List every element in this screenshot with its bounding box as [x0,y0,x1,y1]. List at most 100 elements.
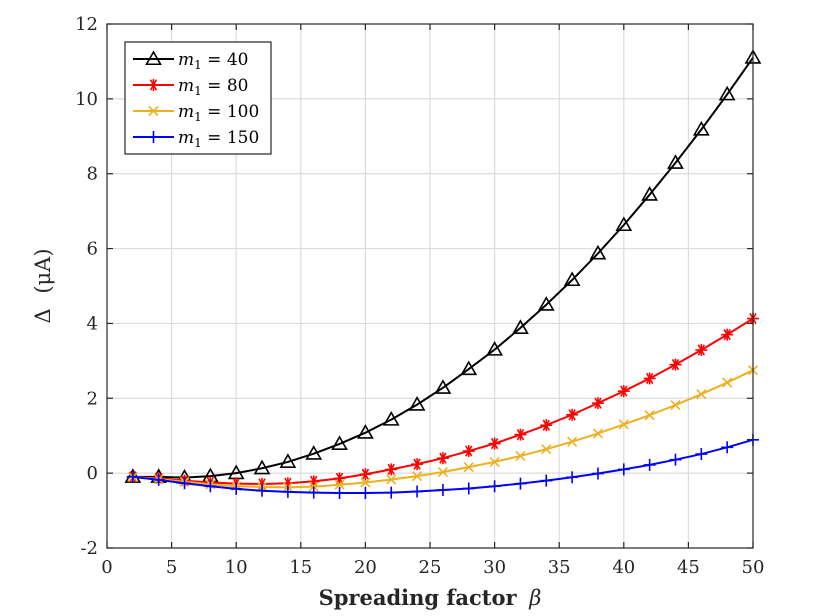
data-point [695,448,708,461]
data-point [615,216,633,232]
data-point [591,397,604,410]
legend-marker [145,50,162,66]
data-point [434,379,452,394]
legend-sub: 1 [194,84,202,98]
data-point [462,482,475,495]
data-point [359,486,372,499]
legend-var: m [178,102,194,122]
data-point [204,480,217,493]
legend-label: m1 = 150 [178,128,259,150]
data-point [256,484,269,497]
data-point [617,385,630,398]
data-point [644,410,655,421]
y-tick-label: 10 [75,89,98,110]
x-axis-title: Spreading factor β [319,585,542,610]
legend-value: = 100 [202,102,260,122]
x-tick-label: 45 [677,557,700,578]
y-axis-title: Δ (μA) [31,248,55,323]
y-axis-title-symbol: Δ [31,308,55,323]
data-point [279,453,297,468]
data-point [385,463,398,476]
x-axis-title-symbol: β [528,586,541,610]
legend-marker [147,131,160,143]
data-point [669,358,682,371]
data-point [641,186,659,201]
x-tick-label: 30 [483,557,506,578]
data-point [514,477,527,490]
data-point [126,470,139,483]
data-point [463,462,474,473]
legend-sub: 1 [194,110,202,124]
data-point [670,399,681,411]
series-2 [126,312,759,490]
data-point [382,411,400,426]
legend-value: = 80 [202,76,249,96]
data-point [385,486,398,499]
data-point [667,154,684,169]
legend-label: m1 = 80 [178,76,248,98]
y-tick-label: 0 [87,463,98,484]
legend-sub: 1 [194,58,202,72]
data-point [437,466,448,478]
legend-entry: m1 = 80 [133,76,248,98]
data-point [567,436,578,447]
legend-label: m1 = 40 [178,50,248,72]
y-tick-label: 12 [75,14,98,35]
data-point [541,444,552,455]
legend-value: = 150 [202,128,260,148]
x-tick-label: 5 [166,557,177,578]
data-point [589,244,607,260]
data-point [721,328,734,341]
data-point [696,389,707,400]
data-point [540,419,553,432]
x-tick-label: 35 [548,557,571,578]
data-point [411,485,424,498]
data-point [386,474,397,485]
data-point [331,435,348,450]
data-point [411,458,424,471]
y-tick-label: 6 [87,239,98,260]
x-tick-label: 15 [289,557,312,578]
data-point [412,471,423,482]
data-point [360,477,371,488]
legend-value: = 40 [202,50,249,70]
data-point [281,485,294,498]
data-point [307,486,320,499]
data-point [515,450,526,461]
data-point [486,341,503,356]
data-point [643,458,656,471]
grid [107,24,753,548]
data-point [253,459,271,475]
data-point [333,486,346,499]
x-tick-label: 25 [419,557,442,578]
data-point [488,480,501,493]
data-point [359,468,372,481]
y-tick-label: -2 [80,538,98,559]
legend-var: m [178,128,194,148]
y-tick-label: 4 [87,313,98,334]
data-point [721,441,734,454]
data-point [563,271,581,287]
legend-marker [147,79,160,91]
data-point [230,482,243,495]
data-point [305,445,323,460]
data-point [591,467,604,480]
x-tick-label: 10 [225,557,248,578]
data-point [436,452,449,465]
data-point [695,344,708,357]
data-point [618,419,629,430]
series-group [124,49,762,499]
series-line [132,57,754,479]
data-point [643,372,656,385]
data-point [334,479,345,490]
legend-var: m [178,50,194,70]
x-tick-label: 20 [354,557,377,578]
legend-marker [148,105,159,117]
legend-entry: m1 = 150 [133,128,259,150]
legend-label: m1 = 100 [178,102,259,124]
legend-entry: m1 = 40 [133,50,248,72]
data-point [514,428,527,441]
x-tick-label: 40 [612,557,635,578]
data-point [540,474,553,487]
